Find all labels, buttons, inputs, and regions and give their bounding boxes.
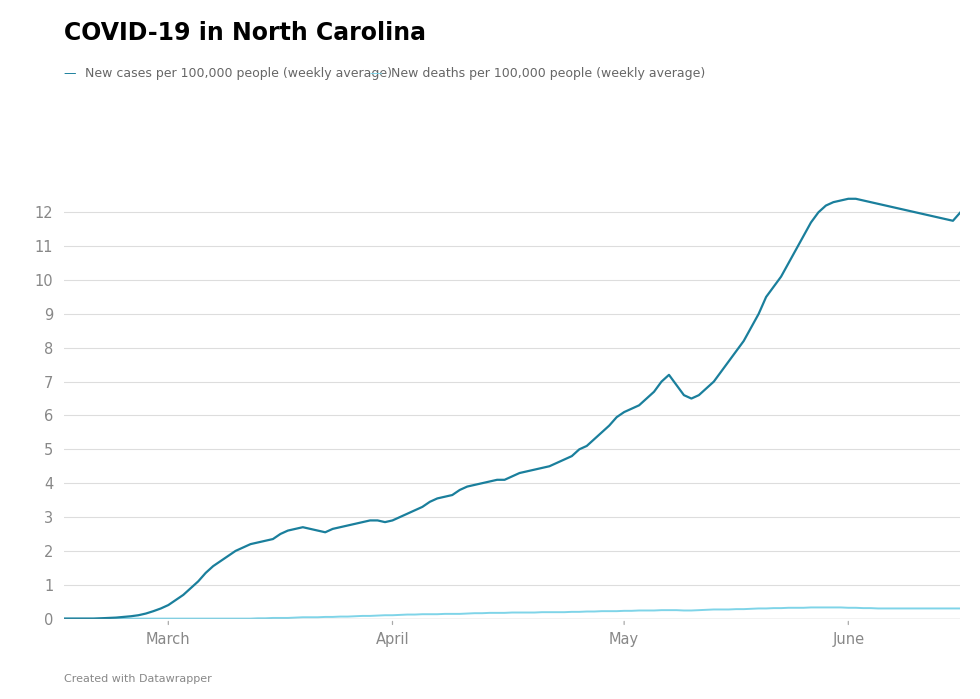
Text: New deaths per 100,000 people (weekly average): New deaths per 100,000 people (weekly av… [391,67,706,80]
Text: —: — [369,67,382,80]
Text: Created with Datawrapper: Created with Datawrapper [64,674,212,684]
Text: New cases per 100,000 people (weekly average): New cases per 100,000 people (weekly ave… [85,67,392,80]
Text: —: — [64,67,76,80]
Text: COVID-19 in North Carolina: COVID-19 in North Carolina [64,21,425,45]
